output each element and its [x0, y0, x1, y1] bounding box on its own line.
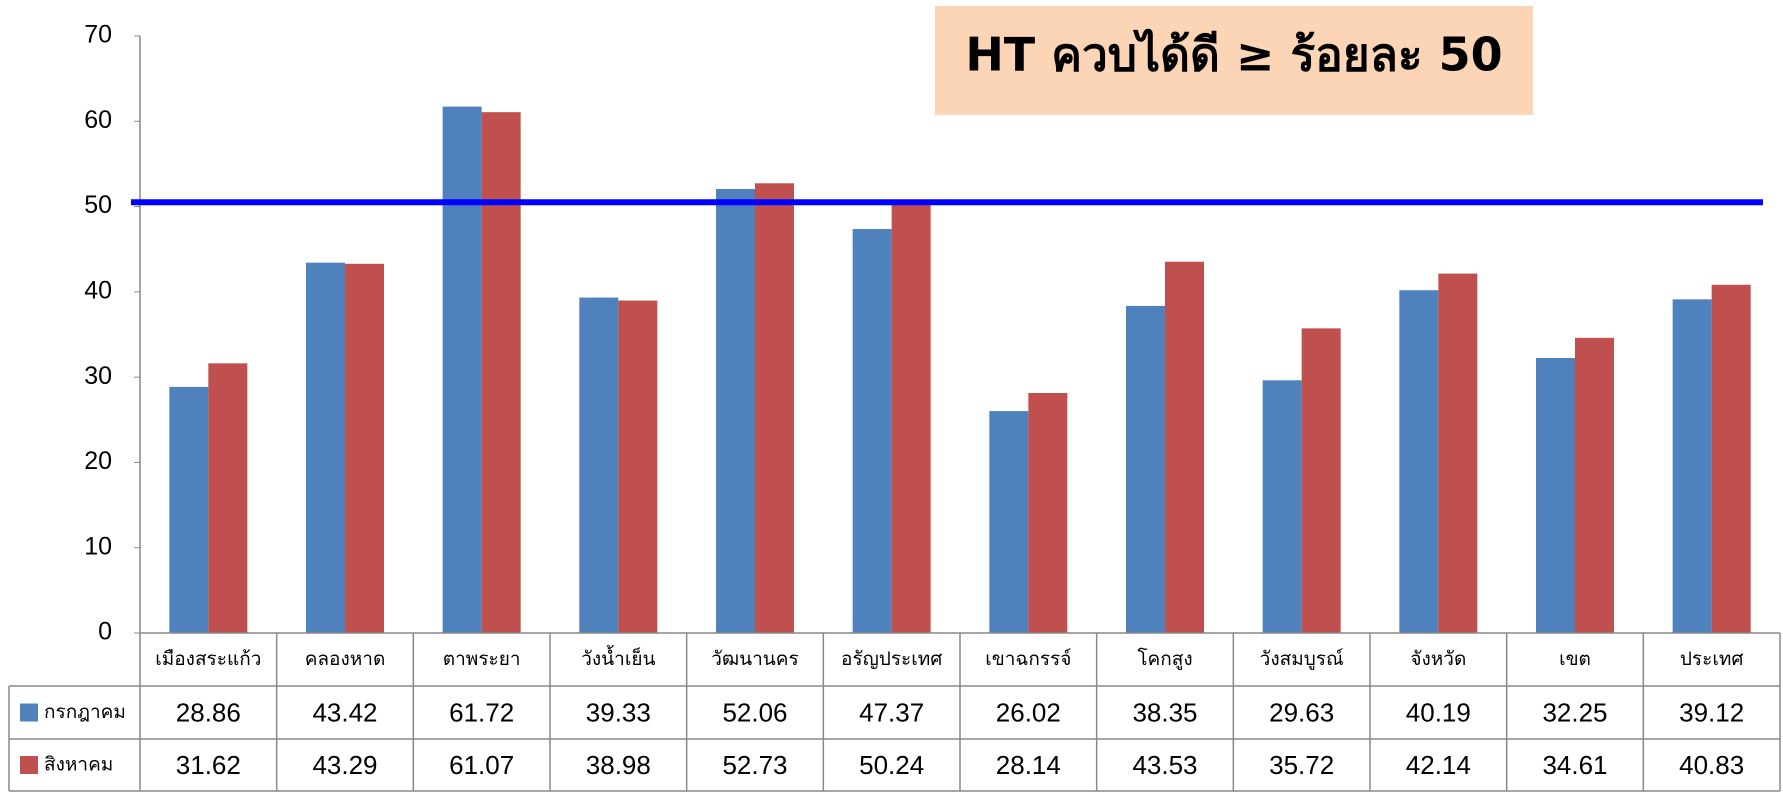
- bar: [1028, 393, 1068, 633]
- x-tick-label: คลองหาด: [305, 648, 386, 670]
- table-cell: 35.72: [1269, 750, 1334, 780]
- bar: [618, 300, 658, 633]
- table-cell: 43.29: [312, 750, 377, 780]
- y-tick-label: 30: [84, 362, 112, 390]
- table-cell: 28.14: [996, 750, 1061, 780]
- x-tick-label: เขต: [1559, 648, 1591, 670]
- legend-swatch: [20, 756, 38, 774]
- x-tick-label: วังสมบูรณ์: [1260, 648, 1344, 670]
- bar: [852, 229, 892, 633]
- x-tick-label: จังหวัด: [1410, 648, 1466, 670]
- y-tick-label: 70: [84, 21, 112, 49]
- bar: [345, 263, 384, 633]
- chart-title: HT ควบได้ดี ≥ ร้อยละ 50: [965, 28, 1502, 82]
- table-cell: 29.63: [1269, 697, 1334, 727]
- table-cell: 61.72: [449, 697, 514, 727]
- y-tick-label: 0: [98, 618, 112, 646]
- legend-label: กรกฎาคม: [44, 701, 126, 723]
- table-cell: 43.53: [1132, 750, 1197, 780]
- bar: [1672, 299, 1712, 633]
- x-tick-label: เมืองสระแก้ว: [155, 648, 261, 670]
- bar: [1438, 273, 1478, 633]
- table-cell: 28.86: [176, 697, 241, 727]
- table-cell: 43.42: [312, 697, 377, 727]
- bar: [1165, 261, 1204, 633]
- y-tick-label: 50: [84, 191, 112, 219]
- bar: [755, 183, 794, 633]
- table-cell: 38.35: [1132, 697, 1197, 727]
- x-tick-label: โคกสูง: [1137, 647, 1192, 670]
- table-cell: 50.24: [859, 750, 924, 780]
- table-cell: 47.37: [859, 697, 924, 727]
- bar: [1399, 290, 1439, 633]
- y-tick-label: 10: [84, 532, 112, 560]
- table-cell: 39.12: [1679, 697, 1744, 727]
- bar: [1536, 357, 1575, 633]
- bar: [1262, 380, 1302, 633]
- y-tick-label: 20: [84, 447, 112, 475]
- title-box: [935, 6, 1533, 115]
- table-cell: 31.62: [176, 750, 241, 780]
- table-cell: 32.25: [1542, 697, 1607, 727]
- bar: [442, 106, 482, 633]
- bar: [169, 386, 209, 633]
- bar: [989, 411, 1029, 633]
- table-cell: 40.83: [1679, 750, 1744, 780]
- y-tick-label: 60: [84, 106, 112, 134]
- x-tick-label: ตาพระยา: [443, 648, 521, 670]
- y-tick-label: 40: [84, 276, 112, 304]
- legend-label: สิงหาคม: [44, 754, 113, 776]
- bar: [481, 112, 521, 633]
- table-cell: 52.06: [722, 697, 787, 727]
- bar: [1126, 305, 1165, 633]
- table-cell: 38.98: [586, 750, 651, 780]
- table-cell: 34.61: [1542, 750, 1607, 780]
- table-cell: 61.07: [449, 750, 514, 780]
- table-cell: 26.02: [996, 697, 1061, 727]
- bar: [1301, 328, 1341, 633]
- x-tick-label: วัฒนานคร: [711, 648, 798, 670]
- table-cell: 39.33: [586, 697, 651, 727]
- x-tick-label: วังน้ำเย็น: [581, 645, 655, 670]
- bar: [208, 363, 248, 633]
- bar: [1575, 337, 1614, 633]
- bar: [306, 262, 345, 633]
- x-tick-label: ประเทศ: [1680, 648, 1744, 670]
- table-cell: 42.14: [1406, 750, 1471, 780]
- legend-swatch: [20, 703, 38, 722]
- bar: [716, 189, 755, 634]
- x-tick-label: เขาฉกรรจ์: [985, 648, 1071, 670]
- table-cell: 52.73: [722, 750, 787, 780]
- bar: [1711, 284, 1751, 633]
- x-tick-label: อรัญประเทศ: [841, 648, 942, 670]
- table-cell: 40.19: [1406, 697, 1471, 727]
- bar: [579, 297, 619, 633]
- bar: [891, 204, 931, 633]
